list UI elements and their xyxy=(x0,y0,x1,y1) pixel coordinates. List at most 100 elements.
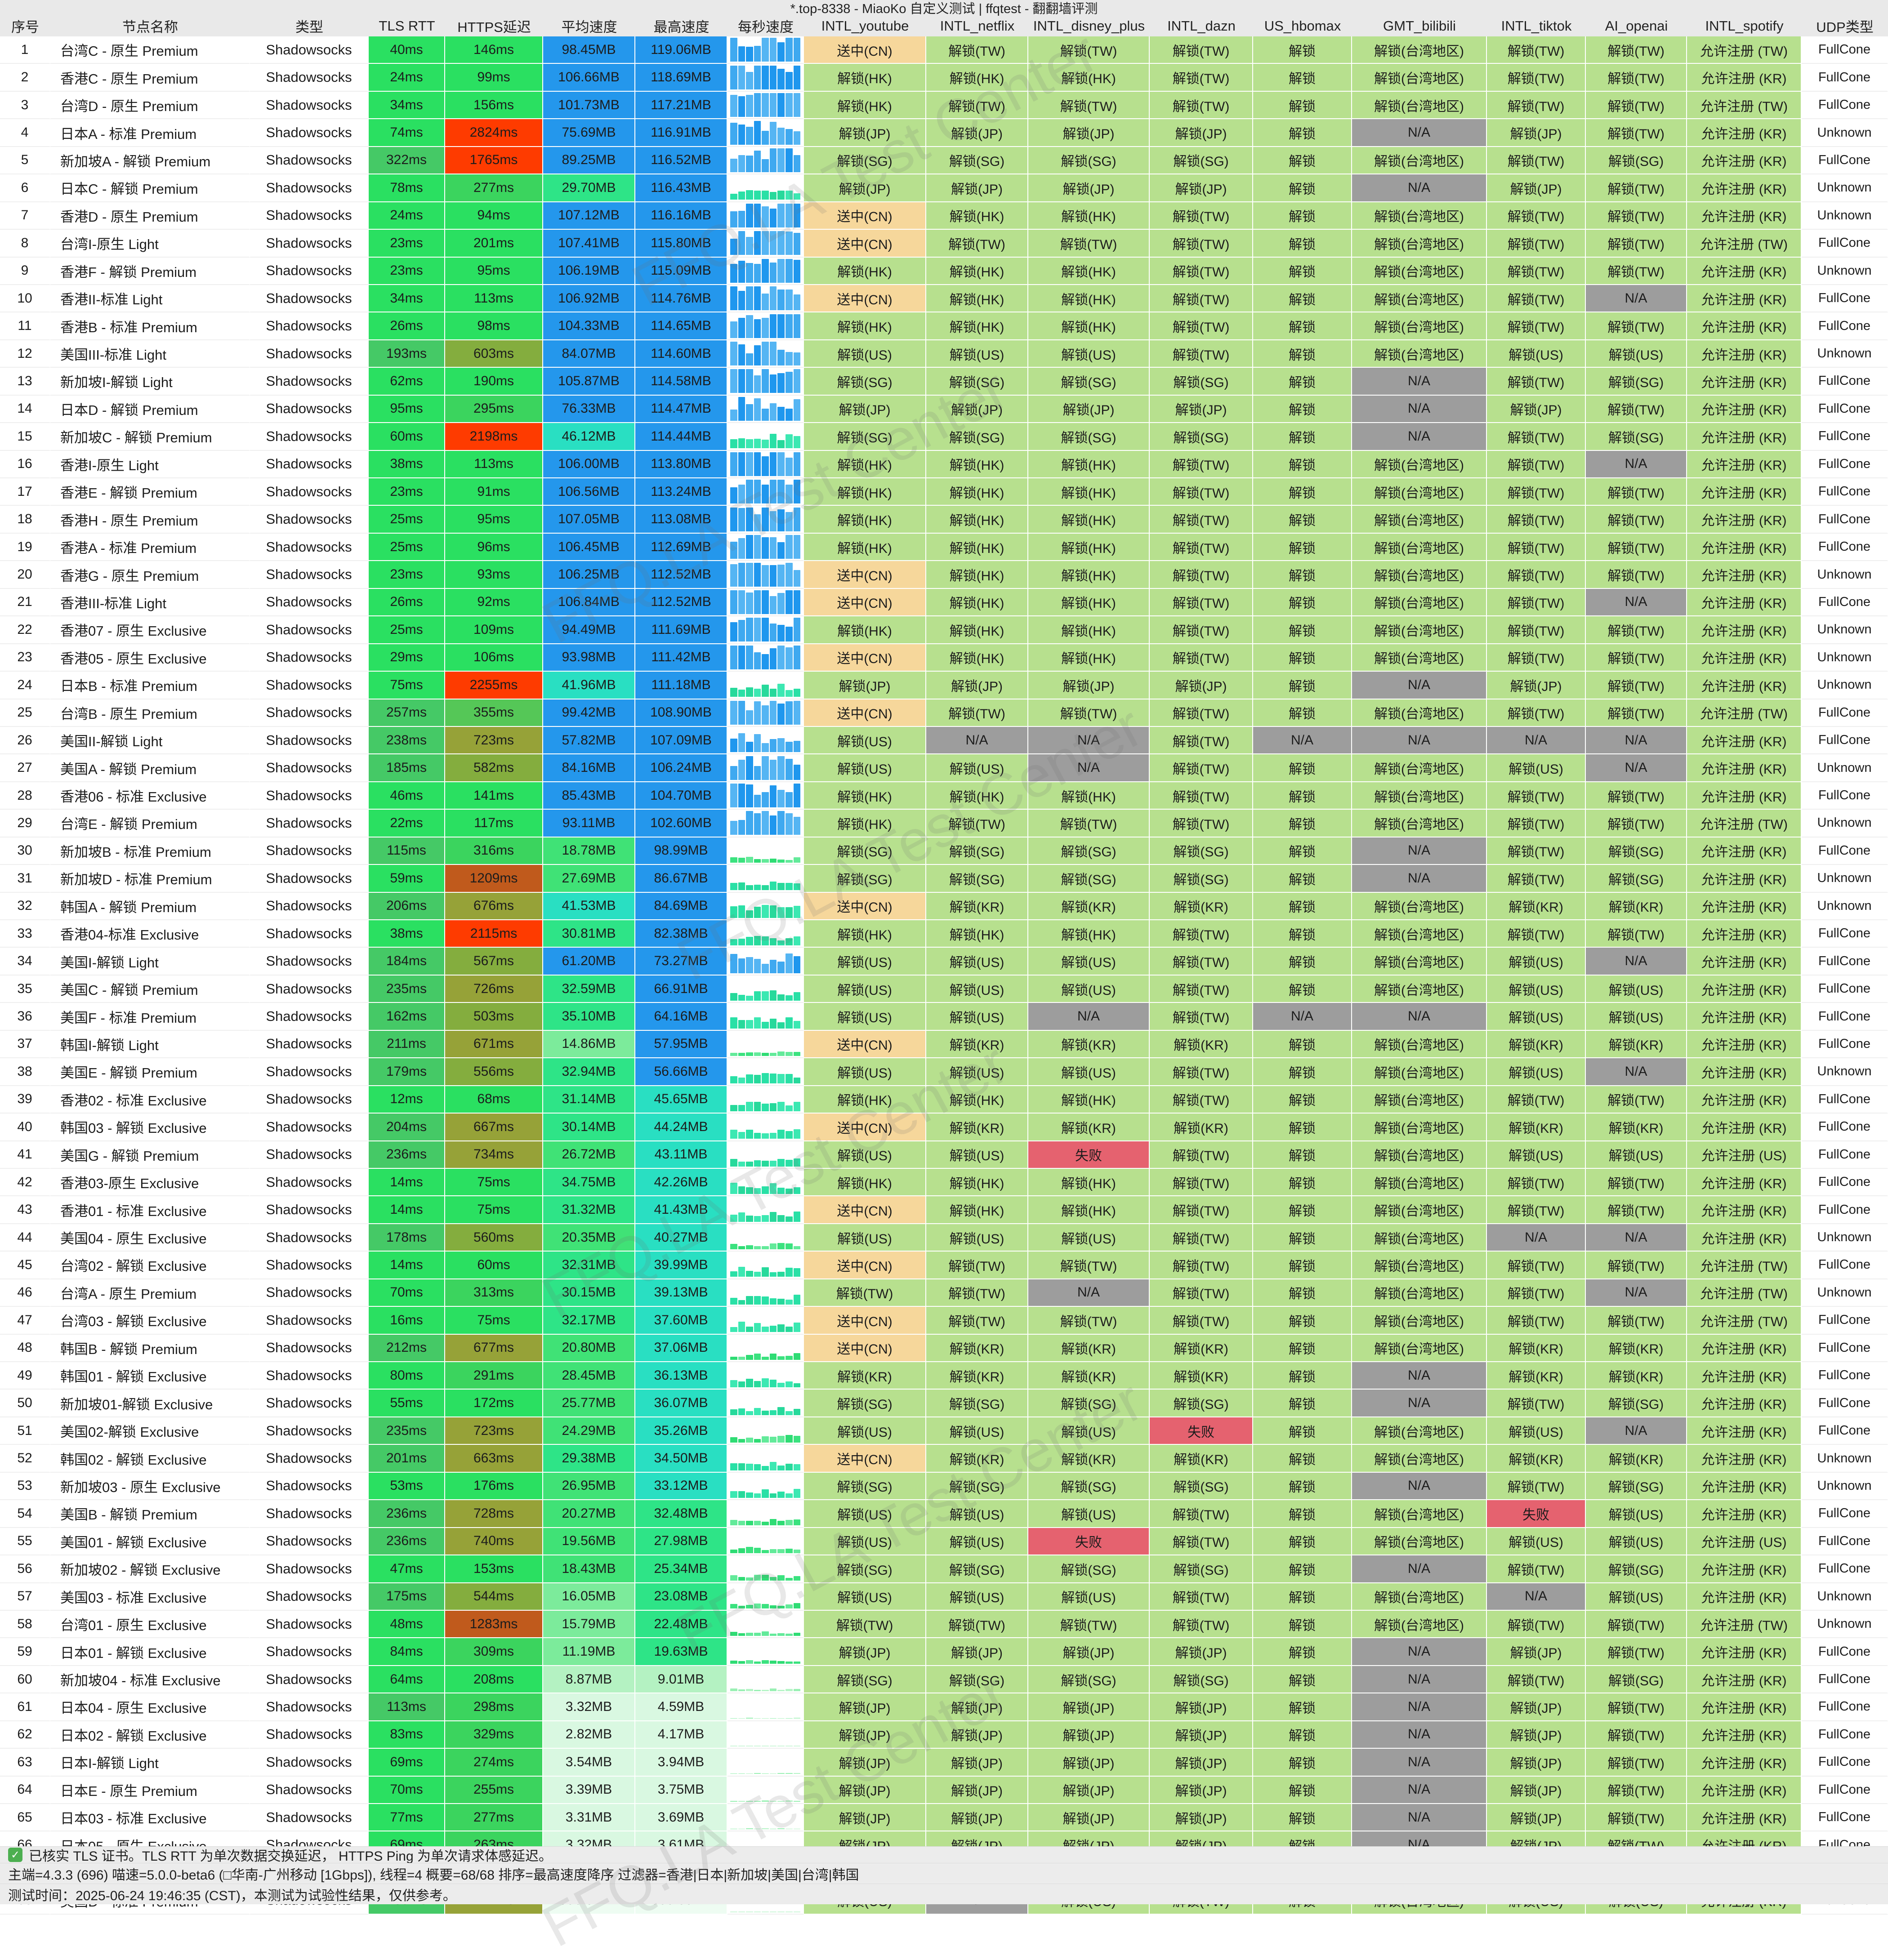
speed-bar xyxy=(738,1520,745,1526)
speed-bar xyxy=(793,1549,801,1553)
avg-speed: 85.43MB xyxy=(543,782,635,810)
row-index: 26 xyxy=(0,726,50,755)
speed-bar xyxy=(793,38,801,62)
speed-bar xyxy=(754,514,761,531)
unlock-tiktok: 解锁(KR) xyxy=(1487,1114,1586,1141)
speed-sparkline xyxy=(728,1279,804,1307)
speed-bar xyxy=(738,1162,745,1167)
speed-bar xyxy=(730,342,737,366)
unlock-tiktok: 解锁(TW) xyxy=(1487,810,1586,837)
speed-bar xyxy=(746,957,753,973)
table-row: 45 台湾02 - 解锁 Exclusive Shadowsocks 14ms 60ms… xyxy=(0,1252,1888,1279)
unlock-netflix: 解锁(KR) xyxy=(926,892,1028,920)
speed-bar xyxy=(769,403,777,421)
speed-bar xyxy=(762,618,769,642)
row-index: 62 xyxy=(0,1721,50,1749)
unlock-youtube: 送中(CN) xyxy=(804,1114,926,1141)
https-latency: 75ms xyxy=(445,1307,543,1335)
tls-rtt: 238ms xyxy=(369,726,445,755)
node-name: 香港C - 原生 Premium xyxy=(50,64,250,92)
table-row: 3 台湾D - 原生 Premium Shadowsocks 34ms 156ms 101… xyxy=(0,91,1888,120)
speed-bar xyxy=(793,155,801,172)
speed-bar xyxy=(793,689,801,697)
speed-bar xyxy=(754,794,761,808)
udp-type: FullCone xyxy=(1802,948,1888,976)
speed-bar xyxy=(785,647,793,669)
unlock-openai: N/A xyxy=(1586,726,1687,755)
unlock-youtube: 送中(CN) xyxy=(804,285,926,313)
per-second-speed-chart xyxy=(728,37,803,62)
unlock-hbomax: 解锁 xyxy=(1253,1362,1352,1390)
unlock-tiktok: 解锁(TW) xyxy=(1487,644,1586,672)
speed-sparkline xyxy=(728,561,804,589)
tls-rtt: 204ms xyxy=(369,1114,445,1141)
max-speed: 115.09MB xyxy=(635,257,728,285)
unlock-hbomax: 解锁 xyxy=(1253,837,1352,865)
per-second-speed-chart xyxy=(728,1363,803,1388)
speed-bar xyxy=(730,159,737,172)
speed-bar xyxy=(777,480,785,504)
speed-bar xyxy=(754,1296,761,1305)
unlock-spotify: 允许注册 (US) xyxy=(1687,1141,1802,1169)
table-row: 51 美国02-解锁 Exclusive Shadowsocks 235ms 723ms… xyxy=(0,1417,1888,1445)
unlock-youtube: 解锁(JP) xyxy=(804,672,926,699)
row-index: 40 xyxy=(0,1114,50,1141)
speed-bar xyxy=(785,1463,793,1470)
speed-bar xyxy=(730,1437,737,1443)
unlock-bilibili: N/A xyxy=(1352,368,1487,396)
table-row: 15 新加坡C - 解锁 Premium Shadowsocks 60ms 2198ms… xyxy=(0,423,1888,451)
speed-bar xyxy=(730,410,737,421)
https-latency: 567ms xyxy=(445,948,543,976)
node-name: 日本A - 标准 Premium xyxy=(50,119,250,147)
speed-bar xyxy=(746,811,753,835)
node-type: Shadowsocks xyxy=(250,920,369,948)
per-second-speed-chart xyxy=(728,589,803,615)
unlock-youtube: 解锁(US) xyxy=(804,1058,926,1086)
unlock-spotify: 允许注册 (KR) xyxy=(1687,1776,1802,1804)
row-index: 37 xyxy=(0,1030,50,1059)
row-index: 60 xyxy=(0,1666,50,1694)
unlock-openai: 解锁(US) xyxy=(1586,340,1687,368)
unlock-netflix: 解锁(SG) xyxy=(926,865,1028,893)
avg-speed: 31.14MB xyxy=(543,1086,635,1114)
speed-bar xyxy=(769,990,777,1001)
row-index: 29 xyxy=(0,810,50,837)
unlock-hbomax: 解锁 xyxy=(1253,478,1352,506)
unlock-hbomax: 解锁 xyxy=(1253,1390,1352,1417)
speed-sparkline xyxy=(728,423,804,451)
node-name: 香港D - 原生 Premium xyxy=(50,202,250,230)
speed-sparkline xyxy=(728,36,804,64)
udp-type: FullCone xyxy=(1802,1693,1888,1721)
https-latency: 671ms xyxy=(445,1030,543,1059)
speed-sparkline xyxy=(728,312,804,340)
unlock-netflix: 解锁(US) xyxy=(926,975,1028,1003)
unlock-hbomax: 解锁 xyxy=(1253,533,1352,561)
https-latency: 723ms xyxy=(445,1417,543,1445)
unlock-bilibili: 解锁(台湾地区) xyxy=(1352,478,1487,506)
unlock-disney-plus: 解锁(HK) xyxy=(1028,1168,1150,1197)
unlock-bilibili: 解锁(台湾地区) xyxy=(1352,147,1487,175)
unlock-youtube: 解锁(HK) xyxy=(804,478,926,506)
avg-speed: 29.38MB xyxy=(543,1445,635,1473)
unlock-disney-plus: 解锁(KR) xyxy=(1028,1030,1150,1059)
per-second-speed-chart xyxy=(728,1390,803,1416)
speed-bar xyxy=(762,369,769,393)
node-type: Shadowsocks xyxy=(250,1307,369,1335)
unlock-dazn: 解锁(TW) xyxy=(1150,1500,1253,1528)
unlock-disney-plus: 解锁(HK) xyxy=(1028,533,1150,561)
speed-bar xyxy=(785,1411,793,1415)
row-index: 42 xyxy=(0,1168,50,1197)
speed-bar xyxy=(746,1911,753,1912)
udp-type: Unknown xyxy=(1802,672,1888,699)
https-latency: 113ms xyxy=(445,450,543,478)
node-type: Shadowsocks xyxy=(250,340,369,368)
node-name: 香港06 - 标准 Exclusive xyxy=(50,782,250,810)
max-speed: 111.18MB xyxy=(635,672,728,699)
speed-bar xyxy=(762,1186,769,1194)
speed-bar xyxy=(754,1408,761,1415)
speed-bar xyxy=(746,937,753,946)
speed-sparkline xyxy=(728,1390,804,1417)
window-title-bar: *.top-8338 - MiaoKo 自定义测试 | ffqtest - 翻翻… xyxy=(0,0,1888,16)
unlock-hbomax: 解锁 xyxy=(1253,312,1352,340)
unlock-disney-plus: 解锁(JP) xyxy=(1028,1721,1150,1749)
